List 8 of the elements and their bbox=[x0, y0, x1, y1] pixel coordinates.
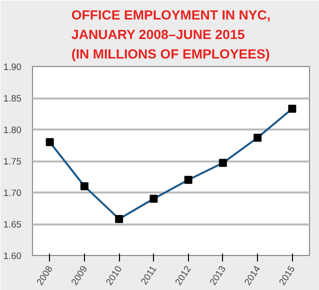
y-tick-label: 1.85 bbox=[3, 94, 22, 104]
y-tick-label: 1.65 bbox=[3, 220, 22, 230]
y-tick-label: 1.60 bbox=[3, 251, 22, 261]
y-tick-label: 1.75 bbox=[3, 156, 22, 166]
y-tick-label: 1.90 bbox=[3, 62, 22, 72]
y-tick-label: 1.70 bbox=[3, 188, 22, 198]
chart-title: OFFICE EMPLOYMENT IN NYC, JANUARY 2008–JUNE 2015 (IN MILLIONS OF EMPLOYEES) bbox=[71, 8, 271, 62]
y-tick-label: 1.80 bbox=[3, 125, 22, 135]
